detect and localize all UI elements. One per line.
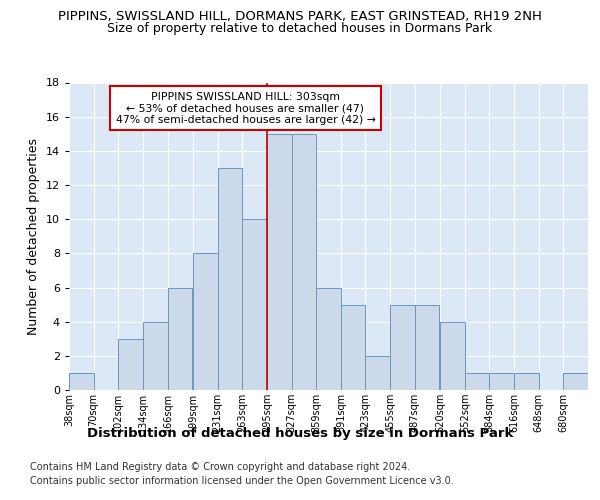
Bar [242,219,267,390]
Bar [167,288,192,390]
Bar [465,373,490,390]
Bar [415,304,439,390]
Y-axis label: Number of detached properties: Number of detached properties [27,138,40,335]
Bar [390,304,415,390]
Bar [490,373,514,390]
Bar [365,356,390,390]
Bar [316,288,341,390]
Bar [143,322,167,390]
Bar [514,373,539,390]
Text: PIPPINS, SWISSLAND HILL, DORMANS PARK, EAST GRINSTEAD, RH19 2NH: PIPPINS, SWISSLAND HILL, DORMANS PARK, E… [58,10,542,23]
Text: Contains public sector information licensed under the Open Government Licence v3: Contains public sector information licen… [30,476,454,486]
Text: PIPPINS SWISSLAND HILL: 303sqm
← 53% of detached houses are smaller (47)
47% of : PIPPINS SWISSLAND HILL: 303sqm ← 53% of … [116,92,376,125]
Bar [440,322,465,390]
Bar [218,168,242,390]
Text: Size of property relative to detached houses in Dormans Park: Size of property relative to detached ho… [107,22,493,35]
Bar [267,134,292,390]
Bar [69,373,94,390]
Bar [341,304,365,390]
Bar [193,254,218,390]
Bar [118,339,143,390]
Bar [292,134,316,390]
Text: Distribution of detached houses by size in Dormans Park: Distribution of detached houses by size … [87,428,513,440]
Bar [563,373,588,390]
Text: Contains HM Land Registry data © Crown copyright and database right 2024.: Contains HM Land Registry data © Crown c… [30,462,410,472]
